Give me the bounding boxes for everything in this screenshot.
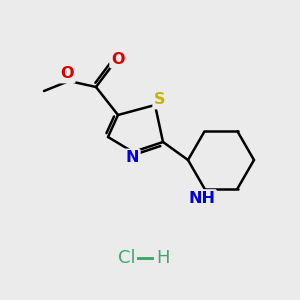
Text: O: O: [60, 67, 74, 82]
Text: O: O: [111, 52, 125, 67]
Text: N: N: [125, 151, 139, 166]
Text: NH: NH: [188, 191, 215, 206]
Text: Cl: Cl: [118, 249, 136, 267]
Text: S: S: [154, 92, 166, 107]
Text: H: H: [156, 249, 169, 267]
